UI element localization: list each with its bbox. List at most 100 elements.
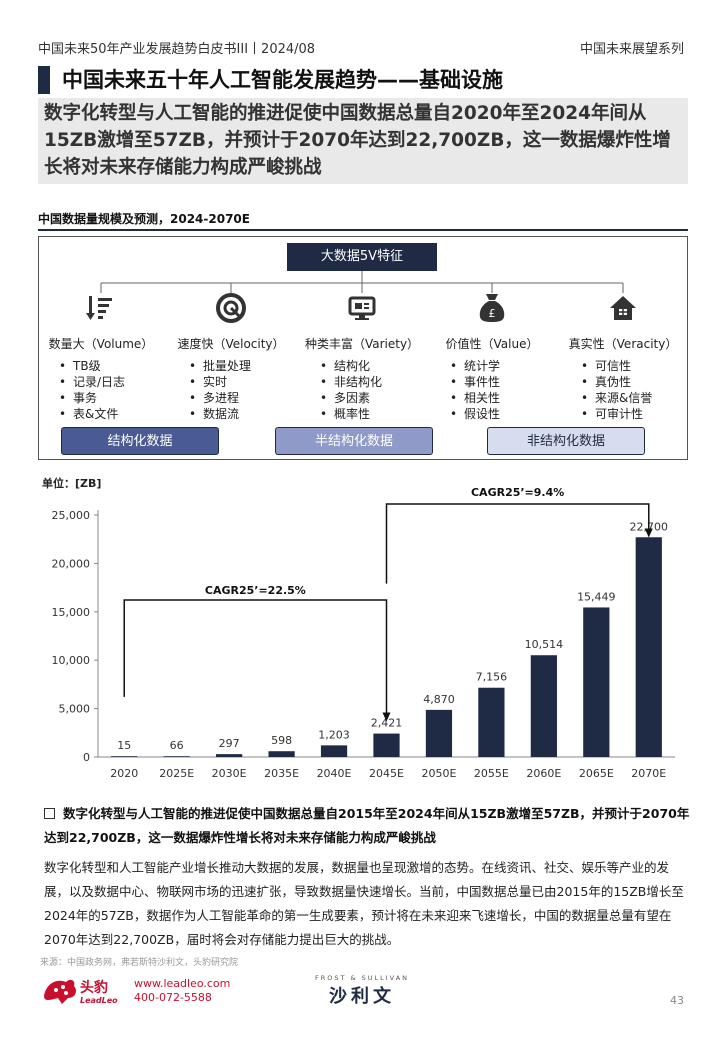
cagr-arrow-2 bbox=[644, 528, 653, 538]
monitor-icon bbox=[302, 291, 422, 325]
v5-connectors bbox=[100, 271, 624, 293]
category-items: 批量处理 实时 多进程 数据流 bbox=[171, 358, 291, 422]
category-items: 统计学 事件性 相关性 假设性 bbox=[432, 358, 552, 422]
x-tick-label: 2040E bbox=[317, 767, 352, 780]
chart-title: 中国数据量规模及预测，2024-2070E bbox=[38, 212, 250, 226]
y-tick-label: 20,000 bbox=[52, 557, 91, 570]
list-item: 结构化 bbox=[320, 358, 422, 374]
bar bbox=[425, 709, 453, 757]
body-paragraph: 数字化转型和人工智能产业增长推动大数据的发展，数据量也呈现激增的态势。在线资讯、… bbox=[44, 860, 684, 947]
pill-structured: 结构化数据 bbox=[61, 427, 219, 455]
x-tick-label: 2050E bbox=[421, 767, 456, 780]
data-label: 1,203 bbox=[318, 728, 350, 741]
x-tick-label: 2030E bbox=[212, 767, 247, 780]
list-item: 记录/日志 bbox=[59, 374, 161, 390]
leadleo-logo: 头豹 LeadLeo bbox=[44, 979, 118, 1005]
list-item: 表&文件 bbox=[59, 406, 161, 422]
category-items: 可信性 真伪性 来源&信誉 可审计性 bbox=[563, 358, 683, 422]
list-item: 统计学 bbox=[450, 358, 552, 374]
key-point: 数字化转型与人工智能的推进促使中国数据总量自2015年至2024年间从15ZB激… bbox=[44, 802, 694, 850]
pill-semi-structured: 半结构化数据 bbox=[275, 427, 433, 455]
cagr-bracket-1 bbox=[123, 599, 388, 714]
x-tick-label: 2055E bbox=[474, 767, 509, 780]
bar bbox=[320, 745, 348, 757]
logo-en: LeadLeo bbox=[80, 996, 118, 1005]
bar bbox=[111, 756, 138, 757]
source-note: 来源：中国政务网，弗若斯特沙利文，头豹研究院 bbox=[40, 958, 239, 968]
bar bbox=[478, 687, 505, 757]
x-tick-label: 2035E bbox=[264, 767, 299, 780]
category-name: 数量大（Volume） bbox=[48, 337, 154, 351]
title-marker bbox=[38, 66, 50, 94]
category-items: TB级 记录/日志 事务 表&文件 bbox=[41, 358, 161, 422]
v5-category-value: £ 价值性（Value） 统计学 事件性 相关性 假设性 bbox=[432, 291, 552, 422]
summary-box: 数字化转型与人工智能的推进促使中国数据总量自2020年至2024年间从15ZB激… bbox=[38, 98, 688, 184]
list-item: 概率性 bbox=[320, 406, 422, 422]
fs-cn: 沙利文 bbox=[329, 986, 395, 1007]
x-tick-label: 2065E bbox=[579, 767, 614, 780]
website-link[interactable]: www.leadleo.com bbox=[134, 977, 231, 990]
y-tick-label: 10,000 bbox=[52, 654, 91, 667]
x-tick-label: 2020 bbox=[110, 767, 138, 780]
list-item: 可信性 bbox=[581, 358, 683, 374]
speed-gauge-icon bbox=[171, 291, 291, 325]
data-label: 4,870 bbox=[423, 693, 455, 706]
bar bbox=[216, 754, 243, 757]
y-tick-label: 15,000 bbox=[52, 606, 91, 619]
v5-diagram: 大数据5V特征 数量大（Volume） TB级 记录/日志 事务 表&文件 速度… bbox=[38, 236, 688, 460]
bar bbox=[268, 751, 295, 757]
list-item: TB级 bbox=[59, 358, 161, 374]
y-tick-label: 0 bbox=[83, 751, 90, 764]
category-name: 真实性（Veracity） bbox=[568, 337, 678, 351]
x-tick-label: 2070E bbox=[631, 767, 666, 780]
pill-unstructured: 非结构化数据 bbox=[487, 427, 645, 455]
footer-contact: www.leadleo.com 400-072-5588 bbox=[134, 977, 230, 1005]
data-label: 15,449 bbox=[577, 590, 616, 603]
list-item: 来源&信誉 bbox=[581, 390, 683, 406]
bar bbox=[530, 655, 557, 757]
phone-number: 400-072-5588 bbox=[134, 991, 212, 1004]
category-name: 价值性（Value） bbox=[445, 337, 539, 351]
y-tick-label: 5,000 bbox=[59, 703, 91, 716]
chart-unit-label: 单位：[ZB] bbox=[42, 477, 102, 490]
home-icon bbox=[563, 291, 683, 325]
data-label: 2,421 bbox=[371, 717, 403, 730]
list-item: 事件性 bbox=[450, 374, 552, 390]
money-bag-icon: £ bbox=[432, 291, 552, 325]
chart-title-rule bbox=[38, 229, 688, 231]
svg-text:£: £ bbox=[489, 307, 496, 320]
page-title: 中国未来五十年人工智能发展趋势——基础设施 bbox=[62, 68, 503, 92]
list-item: 可审计性 bbox=[581, 406, 683, 422]
category-name: 种类丰富（Variety） bbox=[304, 337, 420, 351]
cagr-bracket-2 bbox=[385, 503, 650, 584]
logo-cn: 头豹 bbox=[80, 979, 108, 996]
v5-category-variety: 种类丰富（Variety） 结构化 非结构化 多因素 概率性 bbox=[302, 291, 422, 422]
list-item: 相关性 bbox=[450, 390, 552, 406]
bar bbox=[373, 733, 400, 757]
list-item: 非结构化 bbox=[320, 374, 422, 390]
list-item: 批量处理 bbox=[189, 358, 291, 374]
key-point-text: 数字化转型与人工智能的推进促使中国数据总量自2015年至2024年间从15ZB激… bbox=[44, 806, 690, 845]
cagr-label-2: CAGR25’=9.4% bbox=[471, 486, 564, 499]
category-items: 结构化 非结构化 多因素 概率性 bbox=[302, 358, 422, 422]
page-number: 43 bbox=[670, 994, 684, 1007]
x-tick-label: 2025E bbox=[159, 767, 194, 780]
y-tick-label: 25,000 bbox=[52, 509, 91, 522]
v5-category-velocity: 速度快（Velocity） 批量处理 实时 多进程 数据流 bbox=[171, 291, 291, 422]
bar bbox=[583, 607, 610, 757]
v5-category-veracity: 真实性（Veracity） 可信性 真伪性 来源&信誉 可审计性 bbox=[563, 291, 683, 422]
list-item: 多因素 bbox=[320, 390, 422, 406]
category-name: 速度快（Velocity） bbox=[177, 337, 285, 351]
v5-header: 大数据5V特征 bbox=[287, 243, 437, 271]
data-label: 15 bbox=[117, 739, 131, 752]
bar bbox=[635, 537, 662, 757]
x-tick-label: 2060E bbox=[526, 767, 561, 780]
list-item: 真伪性 bbox=[581, 374, 683, 390]
bar-chart: 0 5,000 10,000 15,000 20,000 25,000 15 2020 66 20… bbox=[52, 486, 675, 780]
cagr-label-1: CAGR25’=22.5% bbox=[205, 584, 306, 597]
data-label: 598 bbox=[271, 734, 292, 747]
cagr-arrow-1 bbox=[382, 712, 391, 722]
data-label: 7,156 bbox=[476, 671, 508, 684]
data-label: 66 bbox=[170, 739, 184, 752]
data-label: 10,514 bbox=[525, 638, 564, 651]
